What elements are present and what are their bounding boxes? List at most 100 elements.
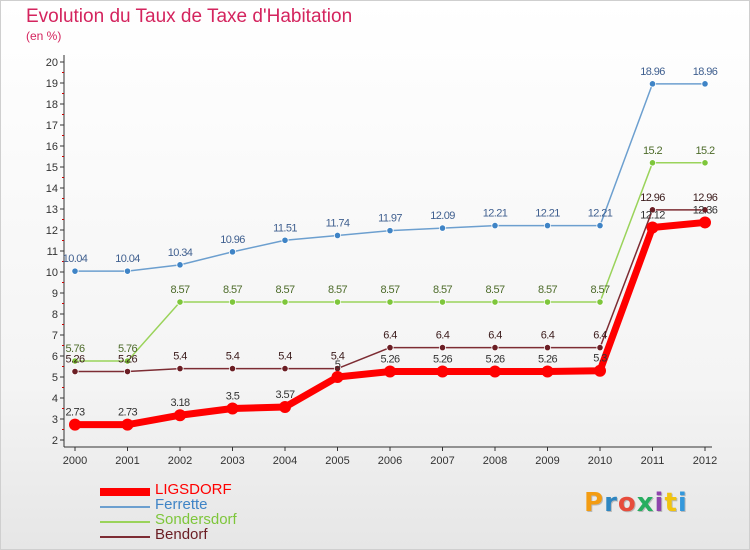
data-label: 11.74 xyxy=(326,217,350,229)
legend-swatch xyxy=(100,506,150,508)
logo-letter: P xyxy=(584,488,605,518)
data-point xyxy=(386,343,394,352)
data-point xyxy=(71,367,79,376)
data-label: 5.26 xyxy=(65,354,84,366)
y-tick-label: 10 xyxy=(46,267,58,279)
data-point xyxy=(491,343,499,352)
data-label: 18.96 xyxy=(640,66,665,78)
data-label: 8.57 xyxy=(170,284,189,296)
logo-letter: i xyxy=(677,488,688,518)
data-label: 5.26 xyxy=(485,354,504,366)
data-point xyxy=(71,357,79,365)
data-point xyxy=(384,365,396,378)
data-label: 10.34 xyxy=(168,247,193,259)
data-label: 12.21 xyxy=(535,208,560,220)
y-tick-label: 8 xyxy=(52,309,58,321)
data-point xyxy=(491,298,499,306)
y-tick-label: 12 xyxy=(46,225,58,237)
legend-label: Ferrette xyxy=(155,496,208,513)
data-point xyxy=(71,267,79,275)
data-point xyxy=(701,80,709,88)
logo-letter: x xyxy=(636,488,655,518)
data-point xyxy=(176,261,184,269)
data-label: 5.26 xyxy=(433,354,452,366)
data-label: 10.04 xyxy=(115,253,140,265)
data-point xyxy=(648,159,657,167)
data-label: 5.26 xyxy=(538,354,557,366)
y-tick-label: 9 xyxy=(52,288,58,300)
data-point xyxy=(541,365,554,378)
data-label: 12.36 xyxy=(693,204,718,216)
data-point xyxy=(281,364,289,373)
data-point xyxy=(331,371,344,383)
x-tick-label: 2001 xyxy=(115,455,139,467)
logo-letter: o xyxy=(617,488,637,518)
data-point xyxy=(386,298,394,306)
data-label: 5.4 xyxy=(331,351,345,363)
y-tick-label: 3 xyxy=(52,414,58,426)
data-label: 8.57 xyxy=(380,284,399,296)
y-tick-label: 7 xyxy=(52,330,58,342)
data-point xyxy=(596,221,604,230)
data-point xyxy=(699,216,711,229)
y-tick-label: 19 xyxy=(46,78,58,90)
x-tick-label: 2007 xyxy=(430,455,454,467)
data-point xyxy=(594,364,606,377)
data-label: 3.57 xyxy=(275,389,294,401)
data-point xyxy=(174,409,186,422)
data-label: 11.51 xyxy=(273,222,297,234)
x-tick-label: 2011 xyxy=(641,455,665,467)
data-point xyxy=(123,357,132,365)
data-point xyxy=(596,343,604,352)
data-point xyxy=(123,267,132,275)
data-label: 8.57 xyxy=(433,284,452,296)
data-point xyxy=(543,343,552,352)
data-label: 12.96 xyxy=(640,192,665,204)
data-label: 5 xyxy=(335,359,341,371)
data-label: 5.76 xyxy=(65,343,84,355)
data-label: 3.18 xyxy=(170,397,189,409)
data-point xyxy=(648,206,657,214)
data-label: 5.3 xyxy=(593,353,607,365)
data-label: 15.2 xyxy=(643,145,662,157)
x-tick-label: 2003 xyxy=(220,455,244,467)
data-label: 8.57 xyxy=(590,284,609,296)
data-point xyxy=(228,248,237,256)
data-label: 12.12 xyxy=(640,209,665,221)
x-tick-label: 2002 xyxy=(168,455,192,467)
data-label: 6.4 xyxy=(436,330,450,342)
data-label: 2.73 xyxy=(118,407,137,419)
data-point xyxy=(281,298,289,306)
y-tick-label: 5 xyxy=(52,372,58,384)
data-label: 10.96 xyxy=(220,234,245,246)
logo-letter: i xyxy=(654,488,665,518)
data-point xyxy=(438,343,447,352)
data-label: 12.21 xyxy=(588,208,613,220)
data-point xyxy=(543,221,552,230)
legend-label: LIGSDORF xyxy=(155,481,232,498)
data-label: 5.26 xyxy=(118,354,137,366)
data-label: 6.4 xyxy=(593,330,607,342)
data-point xyxy=(121,418,134,431)
data-point xyxy=(228,364,237,373)
y-tick-label: 14 xyxy=(46,183,58,195)
data-label: 12.21 xyxy=(483,208,508,220)
data-point xyxy=(438,298,447,306)
data-label: 5.4 xyxy=(278,351,292,363)
data-label: 5.76 xyxy=(118,343,137,355)
data-point xyxy=(701,206,709,214)
y-tick-label: 16 xyxy=(46,141,58,153)
data-point xyxy=(176,364,184,373)
proxiti-logo: Proxiti xyxy=(584,488,688,518)
legend-swatch xyxy=(100,536,150,538)
data-point xyxy=(281,236,289,244)
data-label: 6.4 xyxy=(488,330,502,342)
x-tick-label: 2009 xyxy=(535,455,559,467)
data-label: 12.96 xyxy=(693,192,718,204)
data-label: 18.96 xyxy=(693,66,718,78)
data-point xyxy=(491,221,499,230)
x-tick-label: 2004 xyxy=(273,455,297,467)
x-tick-label: 2012 xyxy=(693,455,717,467)
data-label: 8.57 xyxy=(223,284,242,296)
